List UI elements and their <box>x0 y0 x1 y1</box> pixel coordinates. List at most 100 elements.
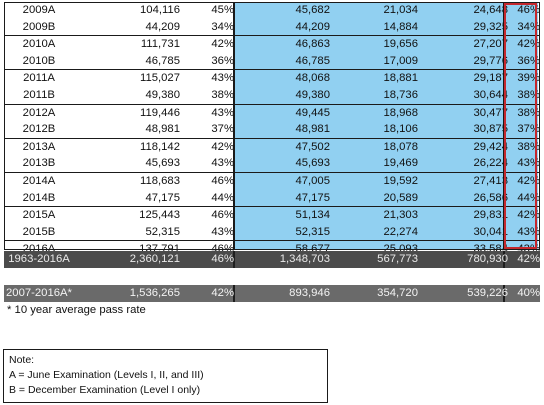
absent-cell: 29,831 <box>473 209 508 222</box>
candidates-cell: 104,116 <box>140 4 180 16</box>
exam-label: 2009B <box>22 20 56 33</box>
absent-cell: 27,413 <box>473 174 508 187</box>
passed-cell: 51,134 <box>295 209 330 222</box>
pass-rate-cell: 38% <box>517 106 540 119</box>
passed-cell: 47,502 <box>295 140 330 153</box>
exam-label: 2014A <box>22 174 56 187</box>
exam-label: 2012B <box>22 123 56 136</box>
absent-cell: 24,648 <box>473 4 508 16</box>
table-row: 2015A 125,443 46% 51,134 21,303 29,831 42% <box>4 206 540 224</box>
candidates-cell: 111,731 <box>140 38 180 51</box>
table-row: 2013B 45,693 43% 45,693 19,469 26,224 43% <box>4 155 540 172</box>
pass-rate-highlight-box <box>504 3 537 249</box>
absent-cell: 29,187 <box>473 72 508 85</box>
failed-cell: 14,884 <box>383 20 418 33</box>
candidates-cell: 125,443 <box>139 209 180 222</box>
total-row-all-time: 1963-2016A 2,360,121 46% 1,348,703 567,7… <box>4 251 540 268</box>
candidates-cell: 52,315 <box>145 225 180 238</box>
table-row: 2012B 48,981 37% 48,981 18,106 30,875 37% <box>4 121 540 138</box>
failed-cell: 19,656 <box>383 38 418 51</box>
footnote: * 10 year average pass rate <box>7 304 146 316</box>
table-row: 2013A 118,142 42% 47,502 18,078 29,424 38% <box>4 137 540 156</box>
pct-cell: 34% <box>211 20 234 33</box>
candidates-cell: 115,027 <box>140 72 180 85</box>
total-pct: 46% <box>211 253 234 265</box>
failed-cell: 18,078 <box>383 140 418 153</box>
absent-cell: 30,875 <box>473 123 508 136</box>
exam-label: 2012A <box>22 106 56 119</box>
pass-rate-cell: 38% <box>517 140 540 153</box>
candidates-cell: 45,693 <box>145 157 180 170</box>
pass-rate-cell: 46% <box>517 4 540 16</box>
failed-cell: 21,034 <box>383 4 418 16</box>
failed-cell: 18,106 <box>383 123 418 136</box>
passed-cell: 46,863 <box>295 38 330 51</box>
table-frame <box>4 2 540 250</box>
exam-label: 2009A <box>22 4 56 16</box>
total-passed: 1,348,703 <box>279 253 330 265</box>
column-divider <box>233 251 235 268</box>
recent-candidates: 1,536,265 <box>129 287 180 299</box>
passed-cell: 46,785 <box>295 54 330 67</box>
note-line-a: A = June Examination (Levels I, II, and … <box>9 369 204 381</box>
absent-cell: 27,207 <box>473 38 508 51</box>
highlight-region <box>235 2 538 250</box>
passed-cell: 47,005 <box>295 174 330 187</box>
pct-cell: 43% <box>211 225 234 238</box>
exam-label: 2011B <box>23 88 55 101</box>
table-row: 2010B 46,785 36% 46,785 17,009 29,776 36% <box>4 53 540 70</box>
total-candidates: 2,360,121 <box>129 253 180 265</box>
passed-cell: 45,693 <box>295 157 330 170</box>
pct-cell: 36% <box>211 54 234 67</box>
pass-rate-cell: 43% <box>517 225 540 238</box>
pass-rate-cell: 36% <box>517 54 540 67</box>
exam-label: 2015A <box>22 209 56 222</box>
exam-label: 2013B <box>22 157 56 170</box>
note-box: Note: A = June Examination (Levels I, II… <box>3 349 328 403</box>
pct-cell: 37% <box>211 123 234 136</box>
total-failed: 567,773 <box>377 253 418 265</box>
candidates-cell: 46,785 <box>145 54 180 67</box>
absent-cell: 30,477 <box>473 106 508 119</box>
pass-rate-cell: 42% <box>517 174 540 187</box>
table-row: 2010A 111,731 42% 46,863 19,656 27,207 42% <box>4 35 540 53</box>
absent-cell: 30,041 <box>473 225 508 238</box>
recent-failed: 354,720 <box>377 287 418 299</box>
failed-cell: 17,009 <box>383 54 418 67</box>
table-row: 2009B 44,209 34% 44,209 14,884 29,325 34% <box>4 19 540 36</box>
passed-cell: 48,981 <box>295 123 330 136</box>
pct-cell: 43% <box>211 157 234 170</box>
note-title: Note: <box>9 354 35 366</box>
pass-rate-cell: 43% <box>517 157 540 170</box>
column-divider <box>503 2 505 250</box>
passed-cell: 49,445 <box>295 106 330 119</box>
failed-cell: 22,274 <box>383 225 418 238</box>
candidates-cell: 48,981 <box>145 123 180 136</box>
pass-rate-cell: 38% <box>517 88 540 101</box>
absent-cell: 29,325 <box>473 20 508 33</box>
failed-cell: 20,589 <box>383 191 418 204</box>
failed-cell: 19,469 <box>383 157 418 170</box>
recent-passed: 893,946 <box>289 287 330 299</box>
recent-rate: 40% <box>517 287 540 299</box>
pct-cell: 46% <box>211 209 234 222</box>
candidates-cell: 119,446 <box>140 106 180 119</box>
column-divider <box>233 285 235 302</box>
pass-rate-cell: 42% <box>517 38 540 51</box>
exam-label: 2011A <box>23 72 55 85</box>
table-row: 2014B 47,175 44% 47,175 20,589 26,586 44% <box>4 190 540 207</box>
total-row-ten-year: 2007-2016A* 1,536,265 42% 893,946 354,72… <box>4 285 540 302</box>
passed-cell: 49,380 <box>295 88 330 101</box>
absent-cell: 29,776 <box>473 54 508 67</box>
candidates-cell: 47,175 <box>145 191 180 204</box>
pct-cell: 38% <box>211 88 234 101</box>
absent-cell: 29,424 <box>473 140 508 153</box>
column-divider <box>233 2 235 250</box>
exam-label: 2013A <box>22 140 56 153</box>
failed-cell: 21,303 <box>383 209 418 222</box>
exam-label: 2015B <box>22 225 56 238</box>
absent-cell: 26,224 <box>473 157 508 170</box>
total-exam: 1963-2016A <box>8 253 70 265</box>
failed-cell: 18,881 <box>383 72 418 85</box>
failed-cell: 18,736 <box>383 88 418 101</box>
